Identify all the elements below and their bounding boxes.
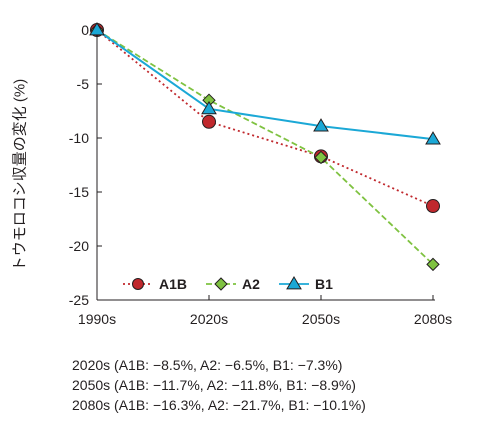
legend-label-b1: B1 bbox=[315, 276, 333, 292]
y-tick-label: -25 bbox=[69, 292, 89, 308]
y-tick-label: 0 bbox=[81, 22, 89, 38]
y-tick-label: -20 bbox=[69, 238, 89, 254]
note-2050s: 2050s (A1B: −11.7%, A2: −11.8%, B1: −8.9… bbox=[72, 377, 356, 393]
y-tick-label: -15 bbox=[69, 184, 89, 200]
legend-marker-a2 bbox=[214, 277, 228, 291]
notes: 2020s (A1B: −8.5%, A2: −6.5%, B1: −7.3%)… bbox=[72, 355, 366, 415]
series-line-b1 bbox=[96, 29, 434, 141]
point-b1 bbox=[201, 100, 217, 115]
chart: 0 -5 -10 -15 -20 -25 1990s 2020s 2050s 2080s A1B A2… bbox=[11, 22, 453, 327]
legend-marker-b1 bbox=[286, 276, 302, 290]
point-b1 bbox=[425, 131, 441, 145]
y-axis-label: トウモロコシ収量の変化 (%) bbox=[11, 78, 29, 272]
legend-label-a2: A2 bbox=[242, 276, 260, 292]
point-a2 bbox=[426, 257, 440, 272]
legend-label-a1b: A1B bbox=[159, 276, 187, 292]
chart-svg: 0 -5 -10 -15 -20 -25 1990s 2020s 2050s 2080s A1B A2… bbox=[69, 22, 452, 327]
legend-marker-a1b bbox=[132, 278, 144, 290]
y-tick-label: -10 bbox=[69, 130, 89, 146]
x-tick-label: 1990s bbox=[78, 311, 116, 327]
point-b1 bbox=[313, 118, 329, 132]
x-tick-label: 2020s bbox=[190, 311, 228, 327]
y-tick-label: -5 bbox=[77, 76, 90, 92]
point-a1b bbox=[426, 199, 440, 214]
point-a1b bbox=[202, 114, 216, 129]
series-line-a2 bbox=[96, 29, 434, 266]
point-b1 bbox=[89, 22, 105, 36]
point-a2 bbox=[314, 150, 328, 165]
x-tick-label: 2050s bbox=[302, 311, 340, 327]
note-2020s: 2020s (A1B: −8.5%, A2: −6.5%, B1: −7.3%) bbox=[72, 357, 343, 373]
note-2080s: 2080s (A1B: −16.3%, A2: −21.7%, B1: −10.… bbox=[72, 397, 366, 413]
x-tick-label: 2080s bbox=[414, 311, 452, 327]
